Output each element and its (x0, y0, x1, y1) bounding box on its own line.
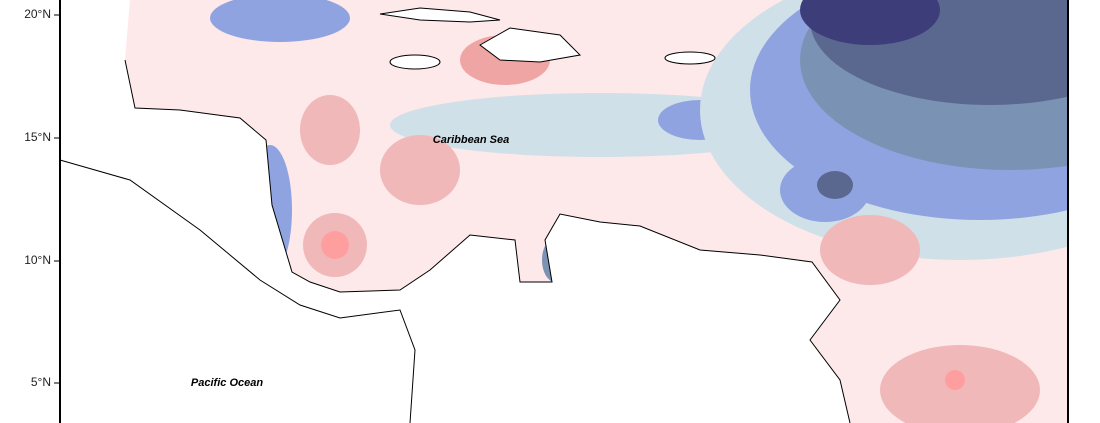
map-frame (59, 0, 1069, 423)
coastline (124, 59, 851, 423)
ocean-label: Pacific Ocean (191, 377, 263, 389)
islands (379, 7, 716, 70)
pacific-coastline (59, 159, 416, 423)
sea-label: Caribbean Sea (433, 134, 509, 146)
lat-label: 5°N (31, 375, 51, 389)
lat-label: 10°N (24, 253, 51, 267)
lat-label: 20°N (24, 7, 51, 21)
lat-ticks (54, 14, 60, 384)
anomaly-field (125, 0, 1068, 423)
lat-label: 15°N (24, 130, 51, 144)
